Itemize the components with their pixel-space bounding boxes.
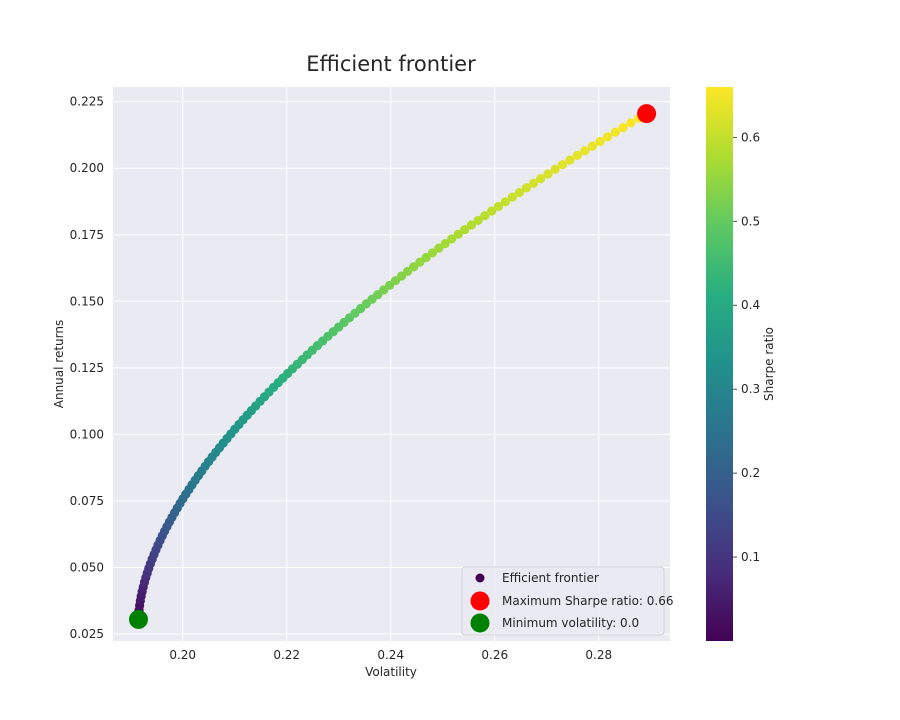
frontier-point — [440, 238, 450, 249]
efficient-frontier-series — [133, 109, 652, 625]
legend-frontier-marker — [475, 573, 485, 583]
y-tick-label: 0.200 — [70, 161, 104, 175]
legend-max-sharpe-marker — [470, 591, 490, 611]
y-tick-label: 0.125 — [70, 361, 104, 375]
frontier-point — [580, 146, 590, 156]
frontier-point — [626, 118, 636, 128]
legend: Efficient frontier Maximum Sharpe ratio:… — [461, 566, 674, 636]
frontier-point — [610, 127, 620, 137]
x-tick-label: 0.20 — [169, 648, 196, 662]
frontier-point — [466, 220, 477, 230]
frontier-point — [460, 225, 470, 235]
frontier-point — [587, 141, 597, 151]
legend-max-sharpe-label: Maximum Sharpe ratio: 0.66 — [502, 594, 674, 608]
frontier-point — [618, 122, 628, 133]
frontier-point — [447, 234, 457, 244]
frontier-point — [434, 243, 444, 253]
frontier-point — [480, 211, 490, 221]
x-tick-label: 0.22 — [273, 648, 300, 662]
x-axis-label: Volatility — [365, 665, 417, 679]
y-tick-label: 0.075 — [70, 494, 104, 508]
colorbar-label: Sharpe ratio — [762, 327, 776, 401]
legend-min-volatility-label: Minimum volatility: 0.0 — [502, 616, 639, 630]
frontier-point — [487, 206, 497, 216]
colorbar — [706, 87, 733, 641]
frontier-point — [453, 229, 463, 239]
frontier-point — [514, 187, 524, 198]
frontier-point — [500, 197, 510, 207]
x-tick-label: 0.26 — [481, 648, 508, 662]
colorbar-tick-label: 0.4 — [741, 298, 760, 312]
colorbar-tick-label: 0.1 — [741, 550, 760, 564]
colorbar-tick-labels: 0.1 0.2 0.3 0.4 0.5 0.6 — [733, 130, 760, 564]
x-tick-labels: 0.20 0.22 0.24 0.26 0.28 — [169, 648, 612, 662]
y-tick-label: 0.150 — [70, 294, 104, 308]
y-tick-label: 0.025 — [70, 627, 104, 641]
plot-area — [113, 87, 670, 641]
frontier-point — [507, 192, 517, 202]
y-tick-label: 0.050 — [70, 561, 104, 575]
frontier-point — [557, 160, 568, 170]
frontier-point — [427, 248, 438, 258]
y-tick-label: 0.175 — [70, 228, 104, 242]
grid-lines — [113, 87, 670, 641]
chart-title: Efficient frontier — [306, 52, 476, 76]
x-tick-label: 0.24 — [377, 648, 404, 662]
frontier-point — [595, 136, 605, 147]
y-axis-label: Annual returns — [52, 320, 66, 408]
x-tick-label: 0.28 — [585, 648, 612, 662]
legend-min-volatility-marker — [470, 613, 490, 633]
min-volatility-point — [128, 609, 148, 629]
colorbar-tick-label: 0.2 — [741, 466, 760, 480]
legend-frontier-label: Efficient frontier — [502, 571, 599, 585]
max-sharpe-point — [637, 104, 657, 124]
frontier-point — [565, 155, 575, 165]
frontier-point — [603, 132, 613, 142]
frontier-point — [528, 178, 539, 188]
colorbar-tick-label: 0.6 — [741, 130, 760, 144]
frontier-point — [421, 252, 431, 263]
colorbar-tick-label: 0.3 — [741, 382, 760, 396]
frontier-point — [536, 173, 546, 184]
frontier-point — [543, 169, 553, 179]
frontier-point — [493, 201, 504, 212]
y-tick-labels: 0.025 0.050 0.075 0.100 0.125 0.150 0.175 0.200… — [70, 95, 104, 641]
frontier-point — [550, 164, 560, 174]
legend-box — [461, 566, 665, 636]
y-tick-label: 0.225 — [70, 95, 104, 109]
colorbar-tick-label: 0.5 — [741, 214, 760, 228]
y-tick-label: 0.100 — [70, 427, 104, 441]
frontier-point — [572, 150, 582, 160]
frontier-point — [521, 183, 532, 193]
frontier-point — [473, 215, 483, 225]
